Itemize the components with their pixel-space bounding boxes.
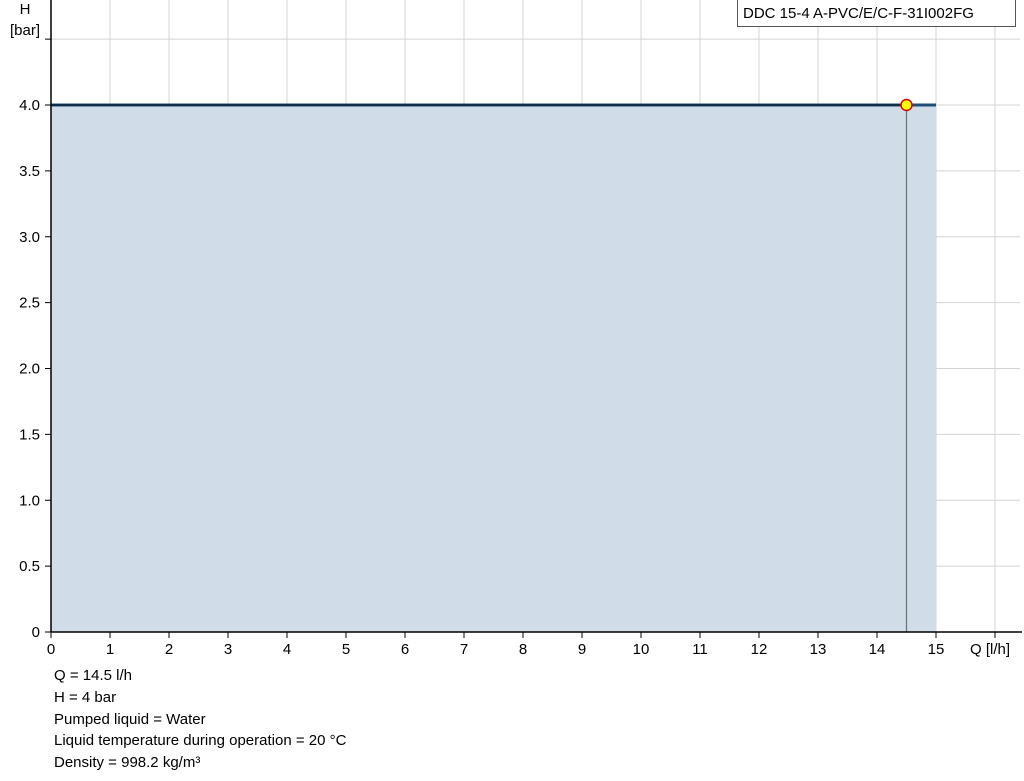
- info-density: Density = 998.2 kg/m³: [54, 754, 201, 772]
- x-tick-label: 5: [342, 641, 350, 658]
- x-tick-label: 3: [224, 641, 232, 658]
- x-tick-label: 9: [578, 641, 586, 658]
- x-tick-label: 13: [810, 641, 827, 658]
- y-tick-label: 3.5: [19, 163, 40, 180]
- info-temperature: Liquid temperature during operation = 20…: [54, 732, 347, 750]
- y-tick-label: 0: [32, 624, 40, 641]
- x-tick-label: 6: [401, 641, 409, 658]
- y-tick-label: 0.5: [19, 558, 40, 575]
- x-tick-label: 2: [165, 641, 173, 658]
- marks: [51, 98, 936, 632]
- y-tick-label: 2.0: [19, 361, 40, 378]
- y-tick-label: 2.5: [19, 295, 40, 312]
- x-tick-label: 15: [928, 641, 945, 658]
- x-tick-label: 1: [106, 641, 114, 658]
- axes: 0 1 2 3 4 5 6 7 8 9 10 11 12 13 14 1500.51.01.52.02.53.…: [19, 0, 1022, 658]
- y-tick-label: 1.5: [19, 426, 40, 443]
- x-tick-label: 0: [47, 641, 55, 658]
- x-tick-label: 4: [283, 641, 291, 658]
- y-tick-label: 4.0: [19, 97, 40, 114]
- operating-point-marker: [900, 98, 913, 112]
- x-tick-label: 12: [751, 641, 768, 658]
- info-head: H = 4 bar: [54, 688, 117, 706]
- legend: DDC 15-4 A-PVC/E/C-F-31I002FG: [737, 0, 1016, 27]
- x-axis-label: Q [l/h]: [970, 641, 1010, 658]
- info-block: Q = 14.5 l/h H = 4 bar Pumped liquid = W…: [54, 665, 346, 774]
- info-liquid: Pumped liquid = Water: [54, 710, 206, 728]
- x-tick-label: 10: [633, 641, 650, 658]
- y-tick-label: 1.0: [19, 492, 40, 509]
- y-axis-label-h: H: [20, 1, 31, 18]
- x-tick-label: 8: [519, 641, 527, 658]
- info-flow: Q = 14.5 l/h: [54, 667, 132, 684]
- y-axis-label-unit: [bar]: [10, 22, 40, 39]
- x-tick-label: 7: [460, 641, 468, 658]
- y-tick-label: 3.0: [19, 229, 40, 246]
- curve-area: [51, 105, 936, 632]
- x-tick-label: 11: [692, 641, 708, 658]
- x-tick-label: 14: [869, 641, 886, 658]
